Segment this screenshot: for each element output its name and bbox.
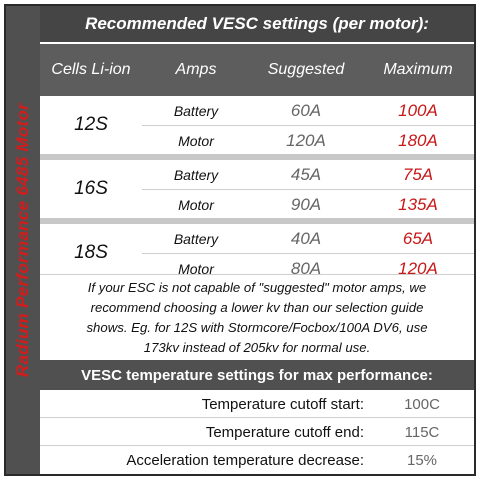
- header-suggested: Suggested: [267, 61, 345, 78]
- suggested-value: 60A: [290, 100, 322, 120]
- suggested-value: 40A: [290, 228, 322, 248]
- group-divider: [40, 218, 474, 224]
- maximum-value: 65A: [402, 228, 434, 248]
- temperature-label: Acceleration temperature decrease:: [126, 451, 364, 469]
- note-line: 173kv instead of 205kv for normal use.: [143, 340, 371, 355]
- sidebar-label: Radium Performance 6485 Motor: [13, 102, 32, 378]
- settings-card: Radium Performance 6485 Motor Recommende…: [4, 4, 476, 476]
- suggested-value: 90A: [290, 194, 322, 214]
- temperature-label: Temperature cutoff end:: [205, 423, 364, 441]
- temperature-row: Acceleration temperature decrease: 15%: [40, 446, 474, 474]
- note-line: recommend choosing a lower kv than our s…: [90, 300, 424, 315]
- amps-label: Motor: [178, 260, 214, 277]
- table-row: Battery 40A 65A: [142, 224, 474, 253]
- suggested-value: 80A: [290, 258, 322, 278]
- table-row: Battery 60A 100A: [142, 96, 474, 125]
- suggested-value: 120A: [286, 130, 326, 150]
- settings-table: Recommended VESC settings (per motor): C…: [40, 6, 474, 474]
- temperature-value: 100C: [404, 395, 440, 413]
- temperature-value: 15%: [406, 451, 438, 469]
- header-maximum: Maximum: [383, 61, 453, 78]
- amps-label: Battery: [173, 102, 219, 119]
- column-headers: Cells Li-ion Amps Suggested Maximum: [40, 44, 474, 96]
- kv-note: If your ESC is not capable of "suggested…: [40, 274, 474, 360]
- temperature-row: Temperature cutoff start: 100C: [40, 390, 474, 418]
- table-row: Motor 90A 135A: [142, 189, 474, 218]
- maximum-value: 120A: [398, 258, 438, 278]
- cell-count: 16S: [74, 178, 108, 199]
- amps-label: Battery: [173, 230, 219, 247]
- maximum-value: 100A: [398, 100, 438, 120]
- maximum-value: 135A: [398, 194, 438, 214]
- table-row: Motor 80A 120A: [142, 253, 474, 282]
- table-row: Battery 45A 75A: [142, 160, 474, 189]
- group-12s: 12S Battery 60A 100A Motor 120A 180A: [40, 96, 474, 154]
- group-18s: 18S Battery 40A 65A Motor 80A 120A: [40, 224, 474, 282]
- temperature-row: Temperature cutoff end: 115C: [40, 418, 474, 446]
- sidebar: Radium Performance 6485 Motor: [6, 6, 40, 474]
- cell-count: 18S: [74, 242, 108, 263]
- header-cells: Cells Li-ion: [51, 61, 131, 78]
- maximum-value: 180A: [398, 130, 438, 150]
- temperature-value: 115C: [404, 423, 440, 441]
- table-title: Recommended VESC settings (per motor):: [40, 6, 474, 42]
- cell-count: 12S: [74, 114, 108, 135]
- note-line: If your ESC is not capable of "suggested…: [87, 280, 427, 295]
- amps-label: Battery: [173, 166, 219, 183]
- note-line: shows. Eg. for 12S with Stormcore/Focbox…: [86, 320, 428, 335]
- group-16s: 16S Battery 45A 75A Motor 90A 135A: [40, 160, 474, 218]
- amps-label: Motor: [178, 132, 214, 149]
- amps-label: Motor: [178, 196, 214, 213]
- temperature-label: Temperature cutoff start:: [201, 395, 364, 413]
- temperature-title: VESC temperature settings for max perfor…: [40, 360, 474, 390]
- header-amps: Amps: [175, 61, 217, 78]
- maximum-value: 75A: [402, 164, 434, 184]
- suggested-value: 45A: [290, 164, 322, 184]
- table-row: Motor 120A 180A: [142, 125, 474, 154]
- group-divider: [40, 154, 474, 160]
